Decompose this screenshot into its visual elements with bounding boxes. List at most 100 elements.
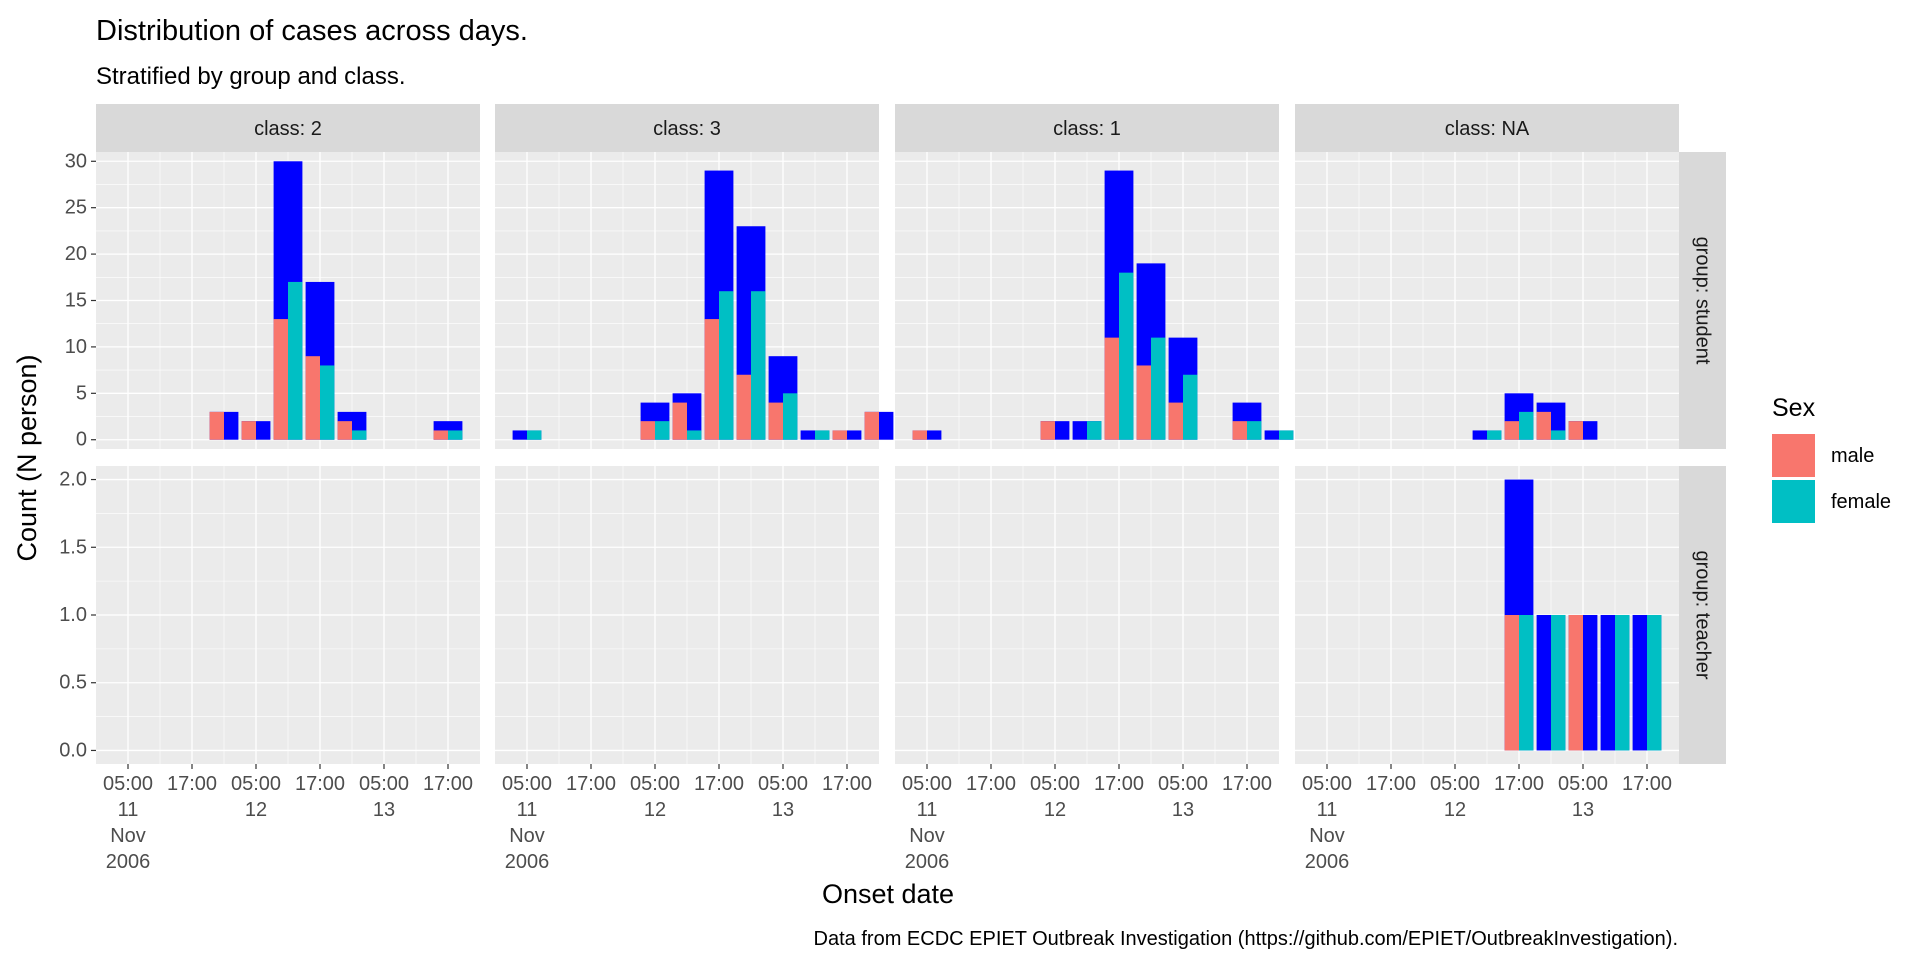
- bar-male: [704, 319, 719, 440]
- bar-female: [719, 291, 734, 440]
- bar-female: [288, 281, 303, 440]
- bar-female: [783, 393, 798, 440]
- panel: [495, 152, 894, 449]
- strip-column-label: class: 3: [653, 118, 721, 140]
- legend-label: female: [1831, 491, 1891, 513]
- bar-male: [337, 421, 352, 440]
- bar-male: [912, 430, 927, 440]
- bar-male: [1568, 421, 1583, 440]
- x-tick-label: 05:00 11 Nov 2006: [1302, 773, 1352, 873]
- bar-female: [1551, 430, 1566, 440]
- bar-female: [1519, 615, 1534, 751]
- bar-female: [1487, 430, 1502, 440]
- strip-column-label: class: 2: [254, 118, 322, 140]
- bar-male: [768, 402, 783, 440]
- bar-male: [1504, 421, 1519, 440]
- bar-female: [655, 421, 670, 440]
- x-tick-label: 17:00: [822, 773, 872, 795]
- bar-female: [1519, 411, 1534, 440]
- y-tick-label: 15: [65, 290, 87, 312]
- bar-male: [736, 374, 751, 440]
- x-tick-label: 05:00 12: [630, 773, 680, 821]
- y-tick-label: 25: [65, 197, 87, 219]
- y-tick-label: 2.0: [59, 469, 87, 491]
- legend-key-female: [1772, 480, 1815, 523]
- y-tick-label: 20: [65, 243, 87, 265]
- bar-male: [1040, 421, 1055, 440]
- chart-subtitle: Stratified by group and class.: [96, 63, 406, 90]
- bar-male: [1104, 337, 1119, 440]
- chart-title: Distribution of cases across days.: [96, 15, 528, 47]
- bar-female: [1087, 421, 1102, 440]
- bar-male: [640, 421, 655, 440]
- x-tick-label: 17:00: [566, 773, 616, 795]
- strip-column-label: class: NA: [1445, 118, 1530, 140]
- x-tick-label: 05:00 12: [1430, 773, 1480, 821]
- bar-male: [1504, 615, 1519, 751]
- panel: [895, 466, 1279, 764]
- bar-female: [1647, 615, 1662, 751]
- x-tick-label: 17:00: [694, 773, 744, 795]
- strip-column: [1295, 104, 1679, 152]
- strip-row: [1679, 152, 1726, 449]
- bar-female: [527, 430, 542, 440]
- x-tick-label: 17:00: [295, 773, 345, 795]
- legend-label: male: [1831, 445, 1874, 467]
- bar-male: [864, 411, 879, 440]
- legend-title: Sex: [1772, 394, 1816, 422]
- x-tick-label: 17:00: [1622, 773, 1672, 795]
- bar-female: [448, 430, 463, 440]
- panel: [495, 466, 879, 764]
- bar-male: [433, 430, 448, 440]
- bar-male: [209, 411, 224, 440]
- x-tick-label: 17:00: [1094, 773, 1144, 795]
- bar-male: [241, 421, 256, 440]
- x-tick-label: 05:00 11 Nov 2006: [902, 773, 952, 873]
- y-tick-label: 0: [76, 429, 87, 451]
- bar-female: [1551, 615, 1566, 751]
- y-tick-label: 5: [76, 382, 87, 404]
- bar-male: [1536, 411, 1551, 440]
- x-tick-label: 05:00 13: [359, 773, 409, 821]
- strip-column: [96, 104, 480, 152]
- bar-female: [815, 430, 830, 440]
- panel: [96, 152, 480, 449]
- chart-caption: Data from ECDC EPIET Outbreak Investigat…: [814, 928, 1678, 950]
- bar-female: [687, 430, 702, 440]
- y-tick-label: 0.5: [59, 672, 87, 694]
- bar-female: [1119, 272, 1134, 440]
- panel: [96, 466, 480, 764]
- x-tick-label: 17:00: [1222, 773, 1272, 795]
- x-tick-label: 05:00 12: [231, 773, 281, 821]
- y-tick-label: 10: [65, 336, 87, 358]
- panel: [1295, 152, 1679, 449]
- strip-row: [1679, 466, 1726, 764]
- bar-male: [305, 356, 320, 440]
- bar-female: [1279, 430, 1294, 440]
- bar-male: [1568, 615, 1583, 751]
- y-tick-label: 1.0: [59, 604, 87, 626]
- strip-column-label: class: 1: [1053, 118, 1121, 140]
- x-tick-label: 17:00: [423, 773, 473, 795]
- y-tick-label: 0.0: [59, 739, 87, 761]
- x-tick-label: 05:00 12: [1030, 773, 1080, 821]
- bar-female: [751, 291, 766, 440]
- bar-female: [1151, 337, 1166, 440]
- bar-female: [1247, 421, 1262, 440]
- bar-female: [1183, 374, 1198, 440]
- strip-row-label: group: teacher: [1692, 551, 1714, 680]
- x-tick-label: 05:00 13: [1158, 773, 1208, 821]
- bar-female: [1615, 615, 1630, 751]
- legend: Sex male female: [1772, 394, 1891, 523]
- strip-row-label: group: student: [1692, 237, 1714, 365]
- x-tick-label: 05:00 13: [758, 773, 808, 821]
- legend-key-male: [1772, 434, 1815, 477]
- x-tick-label: 05:00 11 Nov 2006: [103, 773, 153, 873]
- y-axis-title: Count (N person): [12, 354, 42, 561]
- x-tick-label: 05:00 11 Nov 2006: [502, 773, 552, 873]
- bar-male: [672, 402, 687, 440]
- strip-column: [495, 104, 879, 152]
- y-tick-label: 30: [65, 150, 87, 172]
- facet-panels: class: 2 class: 3 class: 1 class: NA group: …: [59, 104, 1726, 873]
